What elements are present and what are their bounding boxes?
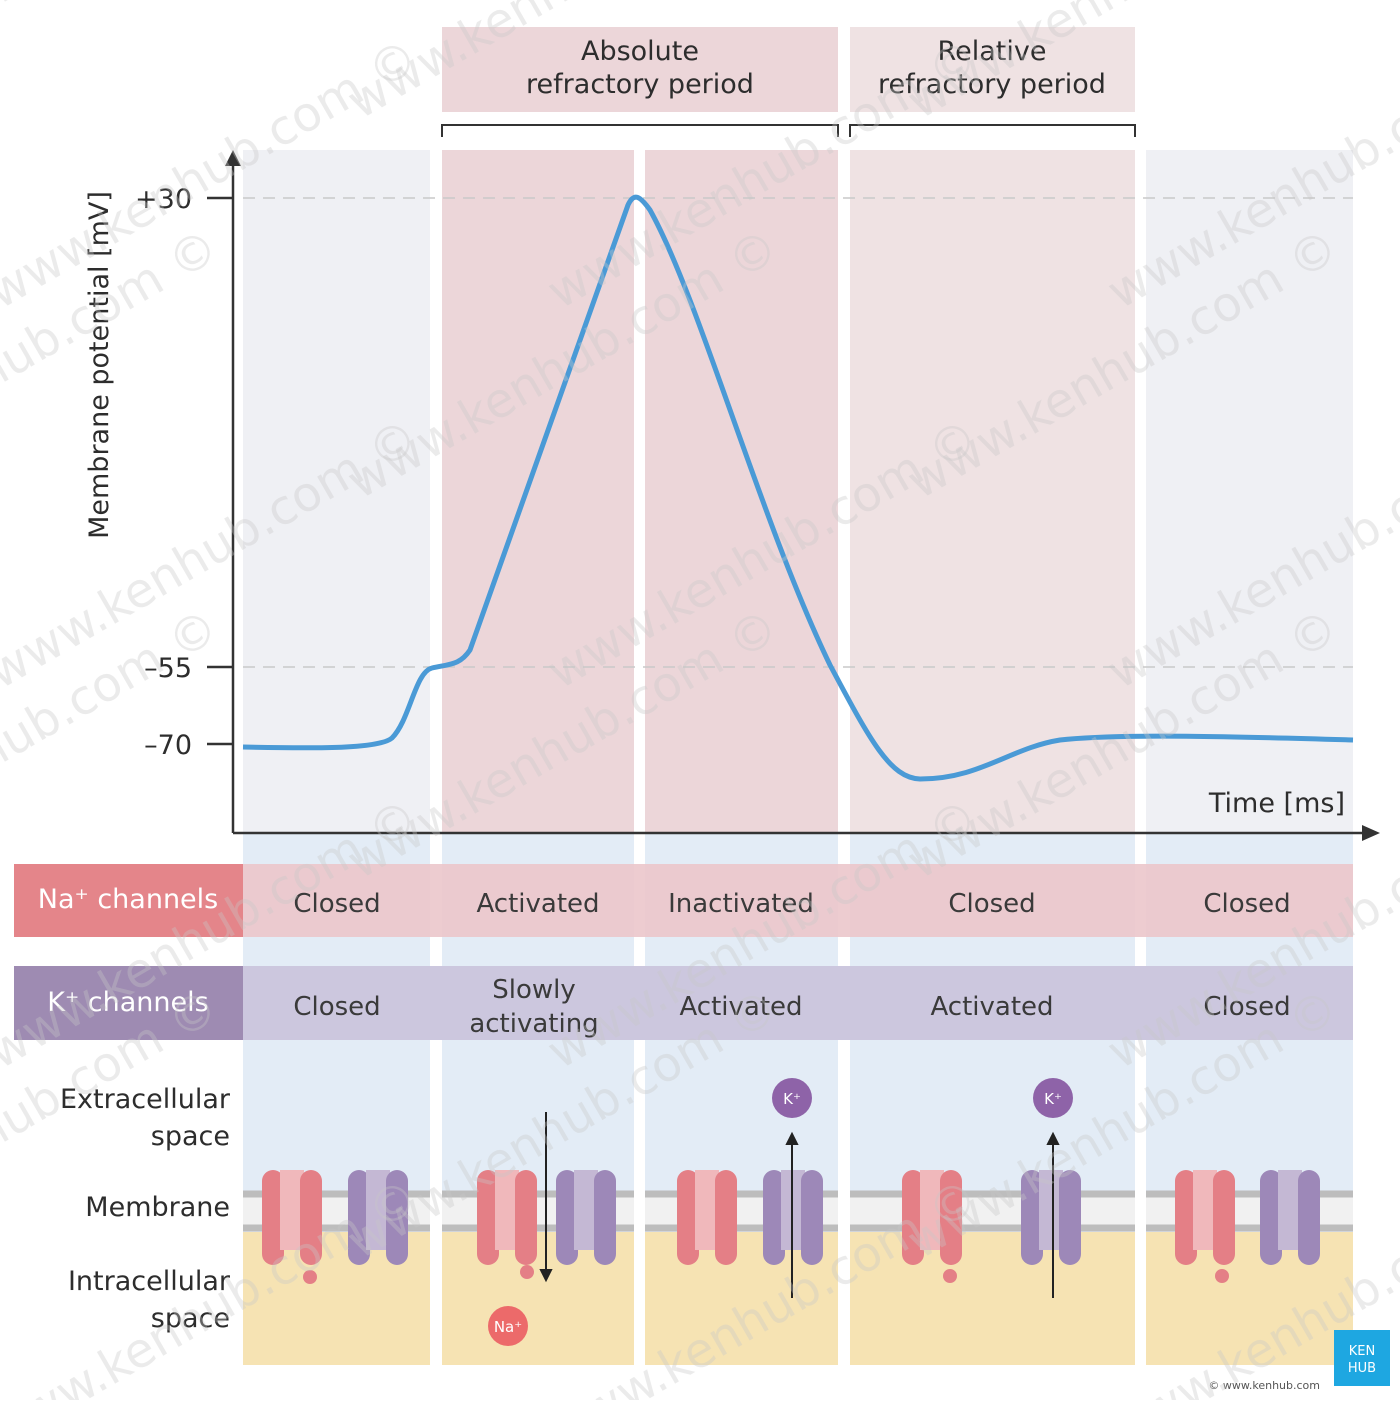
k-state: Activated — [930, 992, 1053, 1022]
action-potential-curve — [242, 194, 1354, 782]
copyright: © www.kenhub.com — [1208, 1379, 1320, 1392]
y-tick-label: –70 — [144, 730, 192, 761]
k-label-box — [14, 966, 243, 1040]
axes — [207, 165, 1365, 835]
na-label: Na⁺ channels — [38, 884, 218, 915]
extracellular-label: Extracellular space — [60, 1084, 231, 1152]
channel-right — [715, 1170, 737, 1265]
logo — [1334, 1330, 1390, 1386]
relative-title: Relative refractory period — [878, 36, 1106, 100]
y-tick-label: –55 — [144, 653, 192, 684]
channel-right — [940, 1170, 962, 1265]
absolute-box — [442, 27, 838, 112]
inactivation-gate — [1215, 1269, 1229, 1283]
na-state: Closed — [948, 889, 1035, 919]
k-ion — [1033, 1078, 1073, 1118]
plot-backgrounds — [243, 150, 1353, 833]
channel-right — [386, 1170, 408, 1265]
channel-right — [801, 1170, 823, 1265]
na-row — [243, 864, 1353, 937]
channel-left — [902, 1170, 924, 1265]
inactivation-gate — [520, 1265, 534, 1279]
channel-left — [556, 1170, 578, 1265]
inactivation-gate — [303, 1270, 317, 1284]
k-ion-label: K⁺ — [1044, 1090, 1062, 1108]
ion-arrows — [539, 1112, 1060, 1298]
na-state: Closed — [293, 889, 380, 919]
k-label: K⁺ channels — [47, 987, 208, 1018]
channel-right — [1059, 1170, 1081, 1265]
x-axis-label: Time [ms] — [1208, 788, 1345, 819]
na-label-box — [14, 864, 243, 937]
relative-box — [850, 27, 1135, 112]
watermark: www.kenhub.com © — [0, 0, 228, 130]
absolute-title: Absolute refractory period — [526, 36, 754, 100]
membrane-label: Membrane — [85, 1192, 230, 1223]
k-row — [243, 966, 1353, 1040]
channel-right — [594, 1170, 616, 1265]
k-state: Activated — [679, 992, 802, 1022]
k-state: activating — [469, 1009, 598, 1039]
na-state: Inactivated — [668, 889, 814, 919]
inactivation-gate — [943, 1269, 957, 1283]
brackets — [441, 124, 1136, 137]
k-state: Closed — [293, 992, 380, 1022]
channel-right — [515, 1170, 537, 1265]
channel-left — [477, 1170, 499, 1265]
channel-left — [677, 1170, 699, 1265]
channel-left — [1260, 1170, 1282, 1265]
channel-left — [262, 1170, 284, 1265]
na-ion-label: Na⁺ — [494, 1318, 522, 1336]
logo-text: HUB — [1348, 1361, 1376, 1376]
channel-right — [1213, 1170, 1235, 1265]
channel-right — [1298, 1170, 1320, 1265]
channel-left — [348, 1170, 370, 1265]
k-ion — [772, 1078, 812, 1118]
channels — [262, 1170, 1320, 1284]
channel-right — [300, 1170, 322, 1265]
na-state: Closed — [1203, 889, 1290, 919]
na-state: Activated — [476, 889, 599, 919]
y-tick-label: +30 — [135, 184, 192, 215]
logo-text: KEN — [1349, 1344, 1375, 1359]
channel-left — [1021, 1170, 1043, 1265]
k-state: Closed — [1203, 992, 1290, 1022]
channel-left — [763, 1170, 785, 1265]
k-ion-label: K⁺ — [783, 1090, 801, 1108]
channel-left — [1175, 1170, 1197, 1265]
na-ion — [488, 1306, 528, 1346]
y-axis-label: Membrane potential [mV] — [84, 191, 115, 539]
intracellular-label: Intracellular space — [68, 1266, 231, 1334]
k-state: Slowly — [492, 975, 576, 1005]
